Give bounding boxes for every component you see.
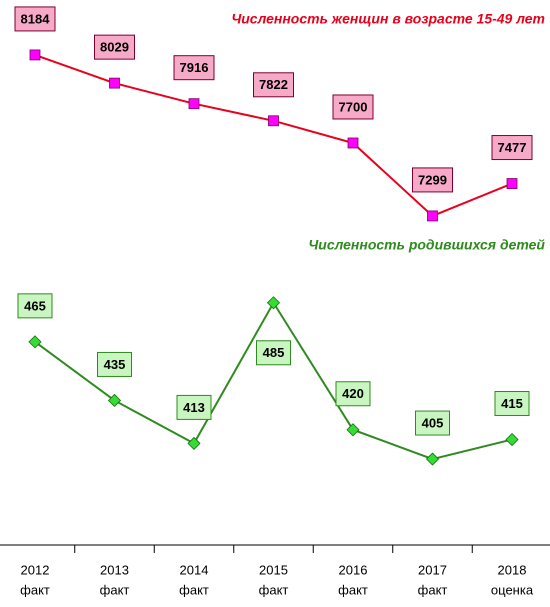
data-label: 7700 [339,99,368,114]
x-tick-sublabel: факт [418,582,448,597]
x-tick-label: 2014 [180,562,209,577]
marker [29,49,41,61]
x-tick-label: 2018 [498,562,527,577]
data-label: 405 [422,415,444,430]
x-tick-sublabel: факт [20,582,50,597]
label-box [17,293,53,319]
data-label: 413 [183,400,205,415]
marker [427,210,438,222]
x-tick-label: 2012 [21,562,50,577]
line [34,300,513,461]
x-tick-sublabel: оценка [491,582,534,597]
label-box [412,167,453,193]
label-box [14,6,56,32]
data-label: 415 [501,396,523,411]
label-box [491,135,533,161]
marker [268,115,279,127]
label-box [332,94,374,120]
label-box [94,34,135,60]
marker [266,296,281,310]
data-label: 7299 [418,172,447,187]
data-label: 485 [263,345,285,360]
series-title: Численность женщин в возрасте 15-49 лет [231,11,545,27]
x-tick-sublabel: факт [259,582,289,597]
data-label: 8029 [100,40,129,55]
label-box [494,391,530,417]
marker [506,178,518,189]
marker [188,98,200,110]
x-tick-sublabel: факт [179,582,209,597]
label-box [253,72,294,98]
label-box [173,55,215,81]
label-box [176,394,212,420]
x-tick-label: 2016 [339,562,368,577]
x-tick-sublabel: факт [100,582,130,597]
marker [505,432,519,447]
x-tick-label: 2013 [100,562,129,577]
data-label: 7916 [180,60,209,75]
marker [346,423,360,437]
data-label: 7477 [498,140,527,155]
data-label: 435 [104,357,126,372]
label-box [415,410,450,436]
x-tick-sublabel: факт [338,582,368,597]
label-box [256,340,291,366]
marker [109,77,120,89]
marker [425,452,440,466]
x-tick-label: 2017 [418,562,447,577]
data-label: 465 [24,298,46,313]
data-label: 8184 [21,11,51,26]
label-box [335,381,371,407]
data-label: 420 [342,386,364,401]
marker [28,335,42,349]
data-label: 7822 [259,77,288,92]
marker [187,436,201,450]
x-tick-label: 2015 [259,562,288,577]
marker [347,137,359,149]
label-box [97,351,132,377]
series-title: Численность родившихся детей [308,237,545,253]
marker [107,393,122,408]
